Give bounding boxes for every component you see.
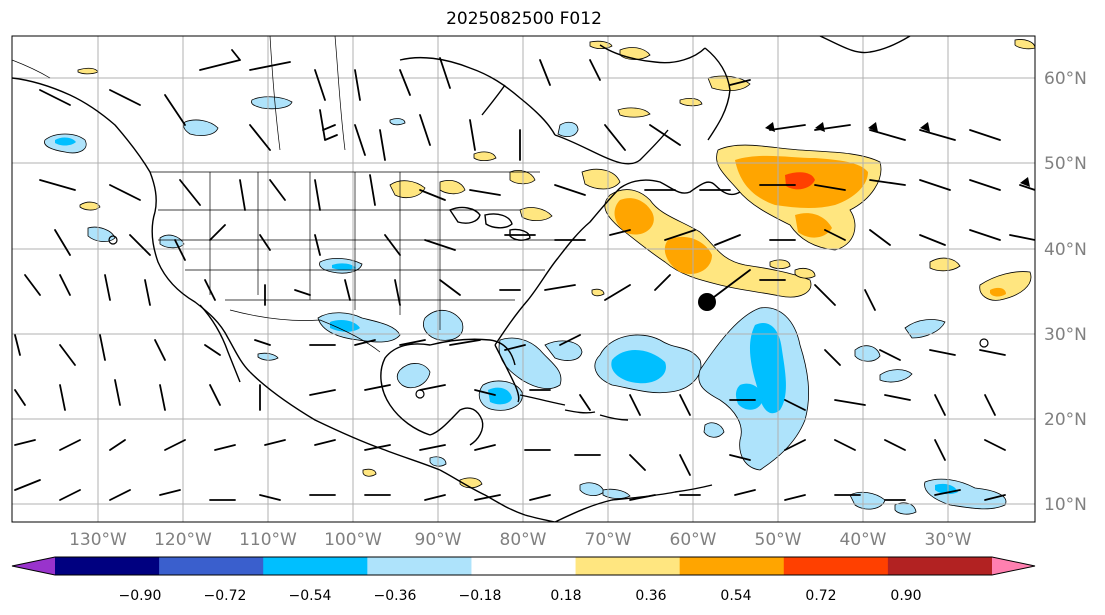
- colorbar-tick-labels: −0.90 −0.72 −0.54 −0.36 −0.18 0.18 0.36 …: [119, 588, 922, 604]
- colorbar-segments: [55, 557, 993, 575]
- colorbar-tick: 0.72: [805, 588, 836, 604]
- colorbar-extend-low: [12, 557, 55, 575]
- wind-barbs: [14, 49, 1035, 501]
- lon-label: 130°W: [69, 530, 127, 550]
- lat-label: 10°N: [1044, 495, 1087, 515]
- colorbar-extend-high: [992, 557, 1035, 575]
- lon-label: 40°W: [840, 530, 887, 550]
- longitude-labels: 130°W 120°W 110°W 100°W 90°W 80°W 70°W 6…: [69, 530, 972, 550]
- colorbar-tick: 0.36: [635, 588, 666, 604]
- lon-label: 100°W: [324, 530, 382, 550]
- colorbar-tick: −0.36: [374, 588, 417, 604]
- latitude-labels: 60°N 50°N 40°N 30°N 20°N 10°N: [1044, 69, 1087, 515]
- colorbar-tick: 0.90: [890, 588, 921, 604]
- lat-label: 50°N: [1044, 154, 1087, 174]
- map-frame: [11, 35, 1036, 523]
- lat-label: 30°N: [1044, 325, 1087, 345]
- map-panel: [12, 36, 1035, 522]
- calm-marker: [108, 235, 118, 245]
- colorbar: −0.90 −0.72 −0.54 −0.36 −0.18 0.18 0.36 …: [11, 556, 1036, 604]
- colorbar-segment: [783, 557, 889, 575]
- coastlines: [12, 36, 911, 522]
- calm-marker: [979, 338, 989, 348]
- political-borders: [12, 36, 560, 353]
- calm-marker: [415, 389, 425, 399]
- colorbar-tick: 0.18: [550, 588, 581, 604]
- negative-anomaly-shading: [44, 96, 1007, 515]
- map-title: 2025082500 F012: [446, 9, 602, 29]
- lon-label: 90°W: [415, 530, 462, 550]
- colorbar-segment: [159, 557, 264, 575]
- colorbar-tick: −0.18: [459, 588, 502, 604]
- lat-label: 40°N: [1044, 240, 1087, 260]
- lon-label: 60°W: [670, 530, 717, 550]
- colorbar-segment: [575, 557, 681, 575]
- cyclone-center-marker: [698, 293, 716, 311]
- lon-label: 30°W: [925, 530, 972, 550]
- colorbar-segment: [679, 557, 785, 575]
- colorbar-segment: [887, 557, 993, 575]
- colorbar-segment: [471, 557, 577, 575]
- lon-label: 120°W: [154, 530, 212, 550]
- lon-label: 50°W: [755, 530, 802, 550]
- colorbar-segment: [55, 557, 160, 575]
- colorbar-tick: −0.90: [119, 588, 162, 604]
- colorbar-tick: −0.54: [289, 588, 332, 604]
- colorbar-segment: [263, 557, 368, 575]
- positive-anomaly-shading: [77, 39, 1035, 489]
- wind-pennants: [765, 122, 1030, 187]
- lon-label: 80°W: [500, 530, 547, 550]
- colorbar-segment: [367, 557, 472, 575]
- colorbar-tick: −0.72: [204, 588, 247, 604]
- colorbar-tick: 0.54: [720, 588, 751, 604]
- lon-label: 70°W: [585, 530, 632, 550]
- lon-label: 110°W: [239, 530, 297, 550]
- graticule: [12, 36, 1035, 522]
- lat-label: 20°N: [1044, 410, 1087, 430]
- lat-label: 60°N: [1044, 69, 1087, 89]
